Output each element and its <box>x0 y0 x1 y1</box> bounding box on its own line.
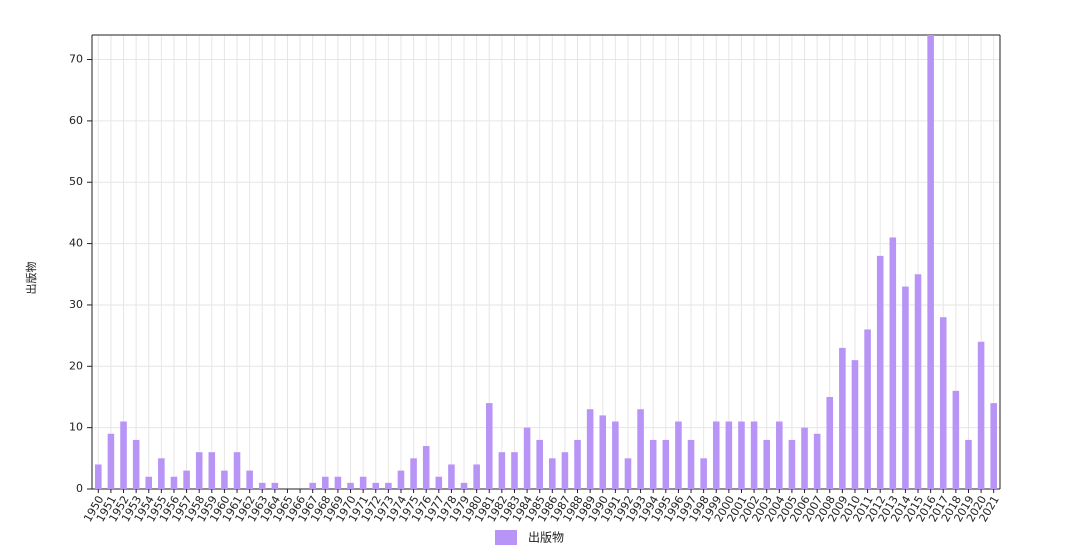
bar <box>839 347 846 489</box>
bar <box>246 470 253 489</box>
bar <box>788 439 796 489</box>
y-tick-label: 10 <box>69 421 83 434</box>
y-tick-label: 60 <box>69 114 83 127</box>
bar <box>511 452 518 489</box>
y-tick-label: 20 <box>69 359 83 372</box>
bar <box>435 476 443 489</box>
bar <box>750 421 758 489</box>
bar <box>473 464 480 489</box>
bar <box>612 421 619 489</box>
bar <box>397 470 405 489</box>
bar <box>347 482 354 489</box>
bar <box>649 439 657 489</box>
bar <box>258 482 266 489</box>
legend-swatch <box>495 530 517 545</box>
bar <box>725 421 733 489</box>
bar <box>372 482 380 489</box>
bar <box>183 470 190 489</box>
bar <box>586 409 594 489</box>
bar <box>385 482 392 489</box>
bar <box>952 390 960 489</box>
bar <box>990 403 997 489</box>
y-tick-label: 40 <box>69 237 83 250</box>
bar <box>523 427 531 489</box>
bar <box>637 409 644 489</box>
bar <box>965 439 972 489</box>
bar <box>536 439 543 489</box>
y-tick-label: 30 <box>69 298 83 311</box>
bar <box>662 439 670 489</box>
bar <box>826 396 834 489</box>
bar <box>359 476 367 489</box>
bar <box>813 433 821 489</box>
bar <box>309 482 316 489</box>
bar <box>687 439 695 489</box>
bar <box>675 421 682 489</box>
legend-label: 出版物 <box>528 531 564 545</box>
bar <box>498 452 506 489</box>
bar <box>561 452 569 489</box>
bar <box>422 446 430 489</box>
bar <box>120 421 127 489</box>
bar <box>145 476 153 489</box>
bar <box>763 439 770 489</box>
bar <box>599 415 607 489</box>
bar <box>107 433 115 489</box>
bar <box>208 452 216 489</box>
bar <box>195 452 203 489</box>
bar <box>939 317 947 489</box>
y-tick-label: 0 <box>76 482 83 495</box>
bar <box>221 470 228 489</box>
bar <box>410 458 417 489</box>
bar <box>801 427 808 489</box>
bar <box>876 255 884 489</box>
bar <box>902 286 909 489</box>
bar <box>271 482 279 489</box>
bar <box>712 421 720 489</box>
bar <box>864 329 871 489</box>
bar <box>889 237 897 489</box>
bar <box>851 360 859 489</box>
bar <box>158 458 165 489</box>
bar <box>334 476 342 489</box>
bar <box>927 35 934 489</box>
bar <box>549 458 556 489</box>
bar <box>776 421 783 489</box>
bar <box>700 458 707 489</box>
bar <box>574 439 581 489</box>
bar <box>95 464 102 489</box>
bar <box>322 476 329 489</box>
bar <box>485 403 493 489</box>
bar <box>460 482 468 489</box>
bar <box>914 274 922 489</box>
y-tick-label: 50 <box>69 175 83 188</box>
bar <box>738 421 745 489</box>
bar <box>977 341 985 489</box>
y-axis-label: 出版物 <box>24 262 38 295</box>
bar <box>448 464 455 489</box>
bar <box>170 476 178 489</box>
bar <box>132 439 140 489</box>
bar <box>624 458 632 489</box>
bar <box>233 452 241 489</box>
y-tick-label: 70 <box>69 53 83 66</box>
